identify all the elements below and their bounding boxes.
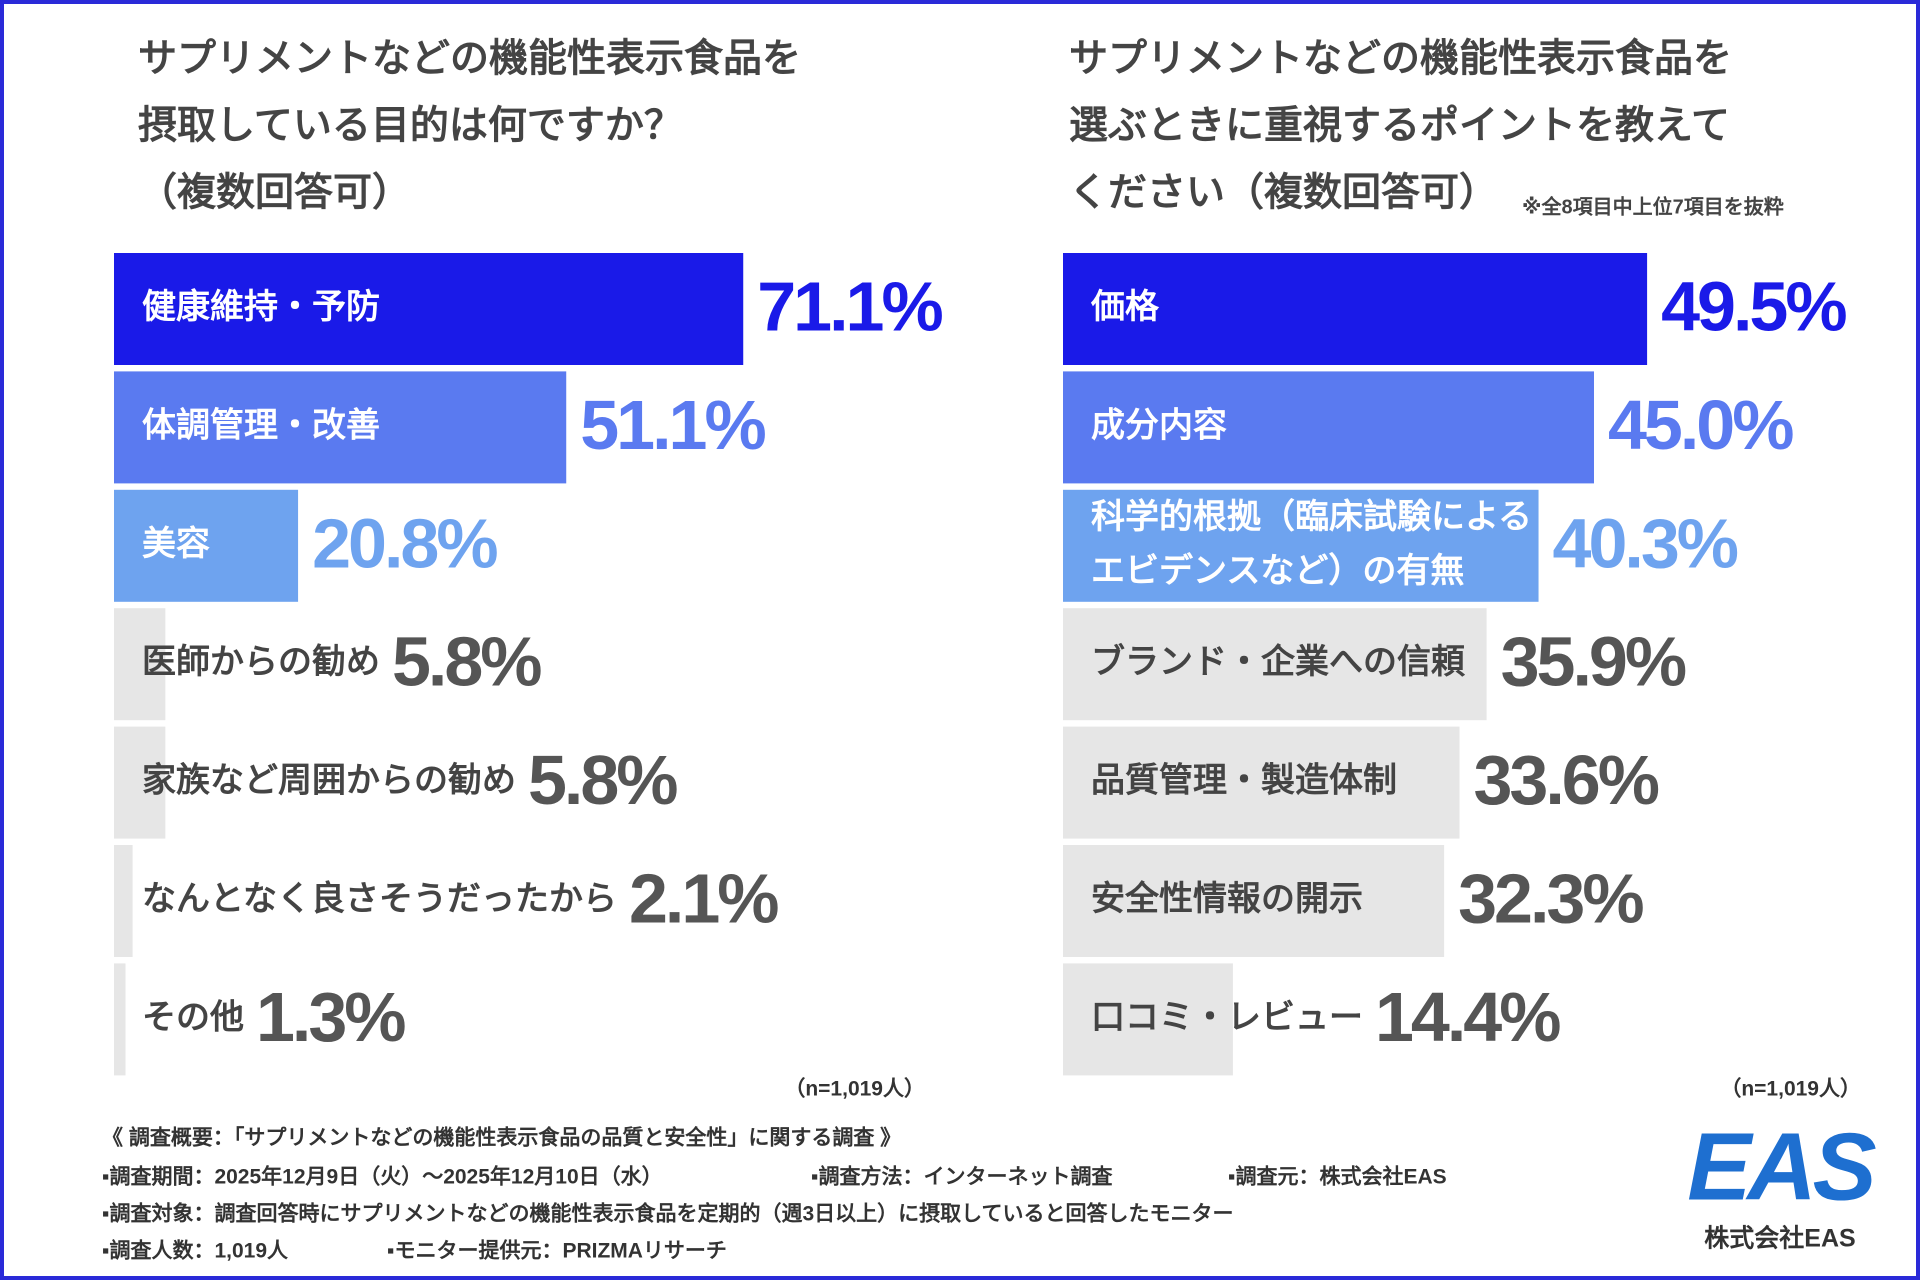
survey-detail: ▪調査人数：1,019人 [102,1239,288,1263]
bar [1063,489,1539,602]
category-label: 科学的根拠（臨床試験によるエビデンスなど）の有無 [1091,497,1532,590]
bar [114,845,133,957]
chart-title: 摂取している目的は何ですか？ [138,104,683,147]
bar [1063,845,1445,957]
value-label: 5.8% [392,623,541,701]
bar [114,726,166,839]
value-label: 5.8% [528,741,677,819]
survey-detail: ▪調査元：株式会社EAS [1228,1165,1447,1189]
bar [114,253,744,365]
bar [114,608,166,721]
category-label: 家族など周囲からの勧め [142,762,516,800]
sample-size: （n=1,019人） [1720,1077,1861,1101]
bar [1063,253,1648,365]
survey-detail: ▪調査対象：調査回答時にサプリメントなどの機能性表示食品を定期的（週3日以上）に… [102,1202,1234,1226]
chart-note: ※全8項目中上位7項目を抜粋 [1522,194,1784,218]
chart-title: サプリメントなどの機能性表示食品を [138,37,801,80]
category-label: 価格 [1090,288,1160,326]
sample-size: （n=1,019人） [784,1077,925,1101]
survey-detail: ▪調査期間：2025年12月9日（火）～2025年12月10日（水） [102,1165,663,1189]
value-label: 2.1% [629,859,778,937]
category-label: なんとなく良さそうだったから [142,879,617,918]
chart-title: 選ぶときに重視するポイントを教えて [1069,104,1730,147]
category-label: その他 [142,998,244,1036]
category-label: 美容 [142,525,210,563]
category-label: 医師からの勧め [142,643,380,681]
category-label: 安全性情報の開示 [1091,879,1363,918]
bar [1063,608,1487,721]
value-label: 32.3% [1458,859,1643,937]
bar [114,963,126,1076]
value-label: 33.6% [1473,741,1658,819]
chart-title: （複数回答可） [138,171,411,214]
category-label: 体調管理・改善 [142,406,380,444]
value-label: 1.3% [256,978,405,1056]
category-label: ブランド・企業への信頼 [1091,642,1466,681]
bar [1063,963,1233,1076]
logo-company: 株式会社EAS [1704,1224,1855,1253]
category-label: 健康維持・予防 [142,287,380,326]
value-label: 35.9% [1501,623,1686,701]
value-label: 40.3% [1553,504,1738,582]
chart-title: サプリメントなどの機能性表示食品を [1069,37,1732,80]
category-label-line: 科学的根拠（臨床試験による [1091,497,1532,536]
value-label: 14.4% [1375,978,1560,1056]
value-label: 20.8% [312,504,497,582]
bar [114,371,567,484]
category-label-line: エビデンスなど）の有無 [1091,551,1464,590]
bar [1063,726,1460,839]
value-label: 49.5% [1661,267,1846,345]
category-label: 口コミ・レビュー [1091,998,1363,1036]
survey-detail: ▪モニター提供元：PRIZMAリサーチ [387,1239,727,1263]
bar [1063,371,1594,484]
value-label: 51.1% [580,386,765,464]
bar [114,489,299,602]
category-label: 品質管理・製造体制 [1091,762,1397,800]
chart-title: ください（複数回答可） [1069,171,1498,214]
logo: EAS [1687,1113,1876,1220]
survey-heading: 《 調査概要：「サプリメントなどの機能性表示食品の品質と安全性」に関する調査 》 [102,1126,901,1150]
survey-detail: ▪調査方法：インターネット調査 [811,1165,1112,1189]
value-label: 71.1% [757,267,942,345]
value-label: 45.0% [1608,386,1793,464]
category-label: 成分内容 [1091,406,1227,444]
